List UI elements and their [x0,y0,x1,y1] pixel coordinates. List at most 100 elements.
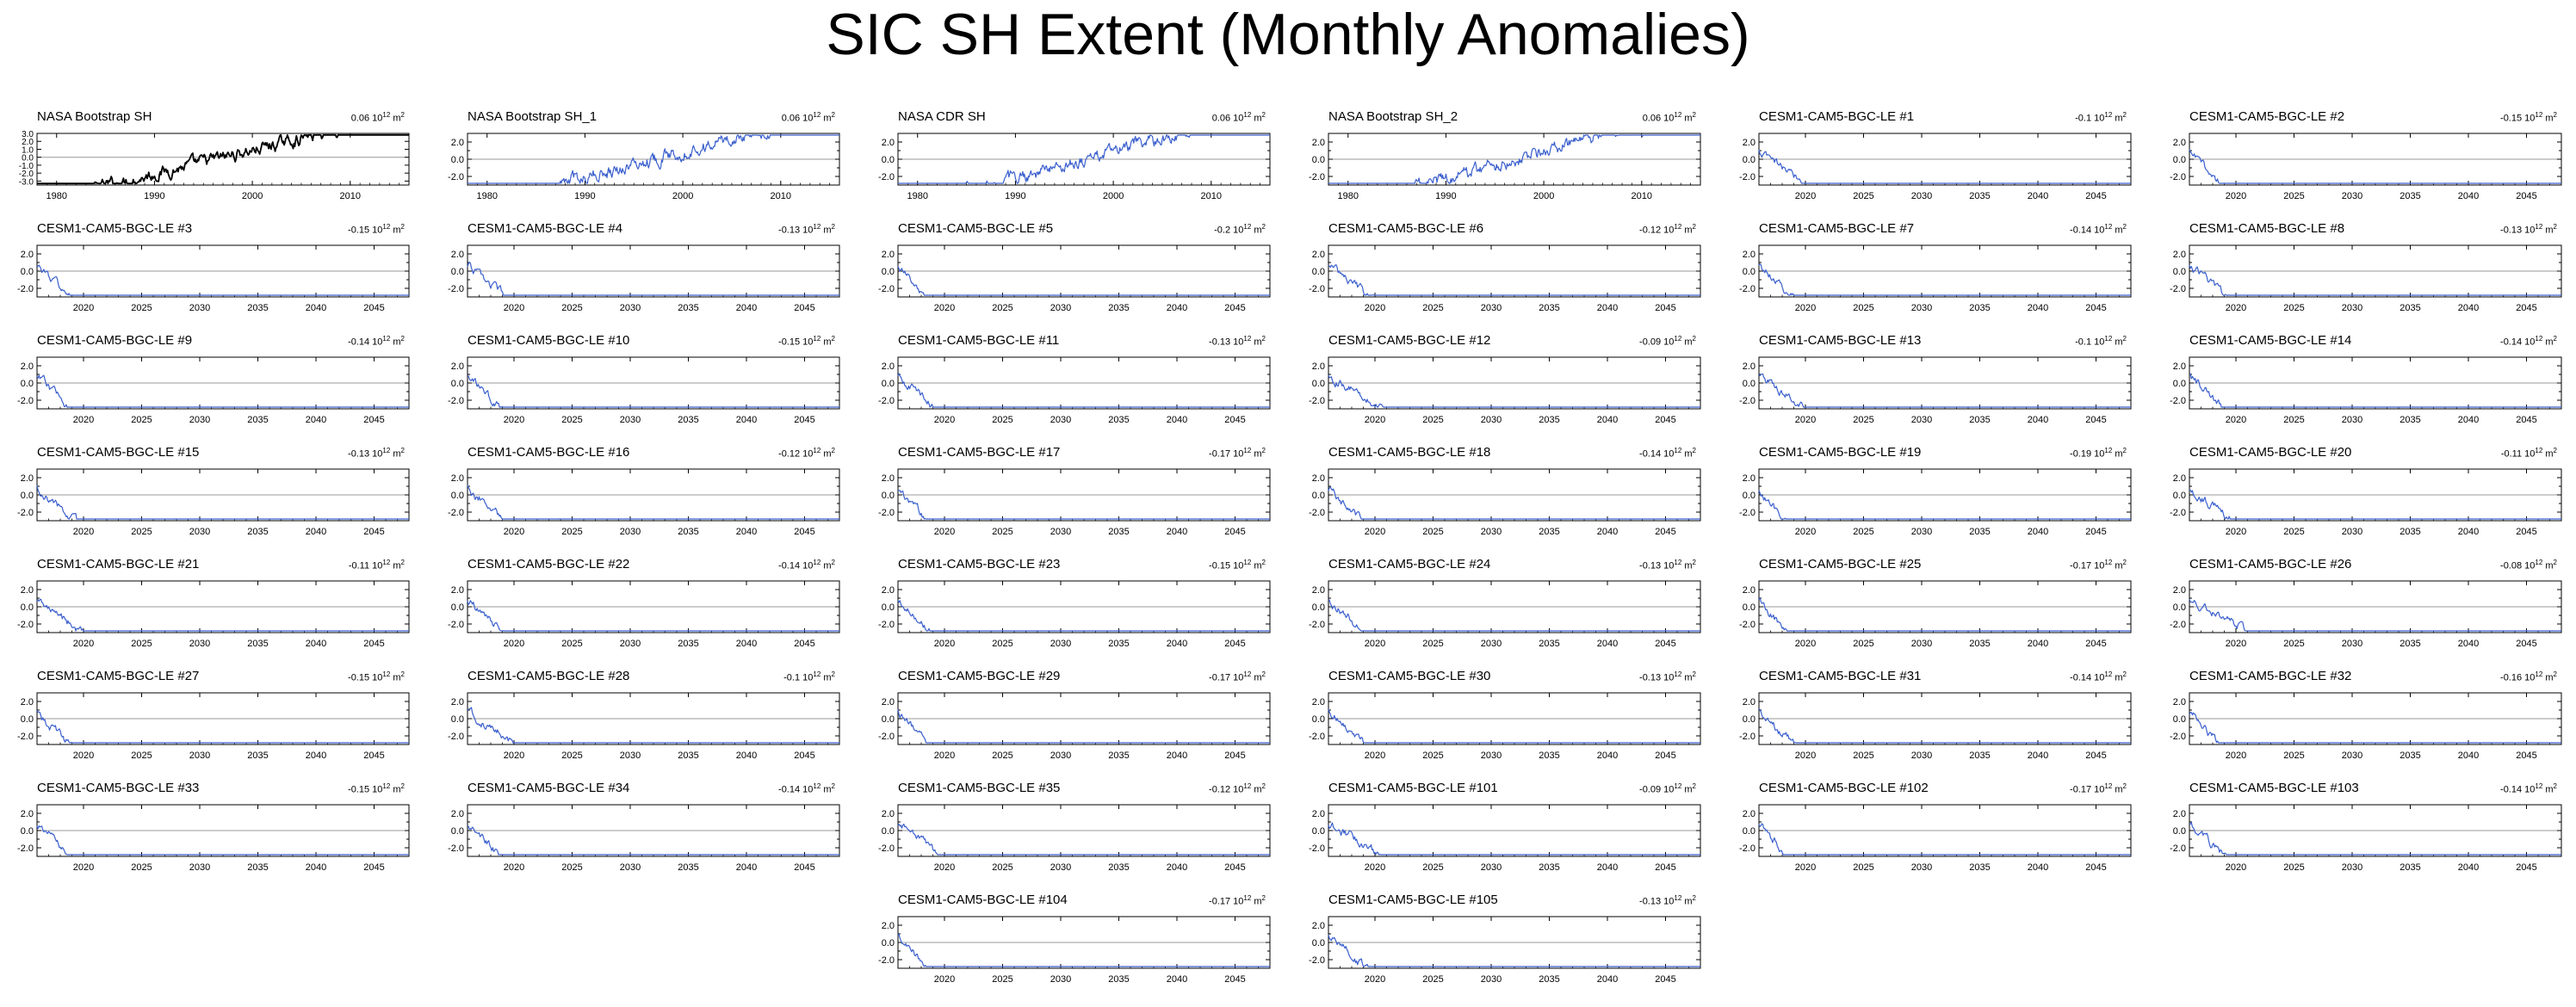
x-tick-label: 2035 [1539,303,1559,313]
anomaly-series-line [1758,708,2131,744]
x-tick-label: 2020 [1365,527,1385,537]
x-tick-label: 2025 [2283,303,2304,313]
x-tick-label: 2040 [1167,415,1187,425]
panel-plot: 2.0 0.0 -2.0 2020 2025 2030 2035 2040 2045 [878,804,1271,873]
panel-cesm1-cam5-bgc-le-104: CESM1-CAM5-BGC-LE #104 -0.17 1012 m2 2.0 0.… [861,893,1271,996]
x-tick-label: 2030 [1481,862,1502,873]
x-tick-label: 2025 [1853,862,1873,873]
x-tick-label: 2045 [794,639,814,649]
x-tick-label: 2025 [2283,862,2304,873]
x-tick-label: 2045 [1224,303,1245,313]
panel-plot: 2.0 0.0 -2.0 2020 2025 2030 2035 2040 2045 [1309,580,1701,649]
panel-cesm1-cam5-bgc-le-8: CESM1-CAM5-BGC-LE #8 -0.13 1012 m2 2.0 0.0 -… [2152,221,2562,324]
x-tick-label: 2035 [678,639,698,649]
y-tick-label: 2.0 [2173,697,2186,707]
x-tick-label: 2045 [794,862,814,873]
x-tick-label: 2045 [1655,303,1675,313]
x-tick-label: 2040 [2458,303,2479,313]
panel-title: CESM1-CAM5-BGC-LE #104 [898,893,1068,907]
panel-plot: 2.0 0.0 -2.0 2020 2025 2030 2035 2040 2045 [1739,692,2132,761]
panel-cesm1-cam5-bgc-le-22: CESM1-CAM5-BGC-LE #22 -0.14 1012 m2 2.0 0.0… [430,557,840,660]
y-tick-label: 0.0 [2173,602,2186,613]
y-tick-label: 2.0 [1312,809,1325,819]
anomaly-series-line [2189,373,2561,408]
y-tick-label: 0.0 [882,155,895,165]
x-tick-label: 2040 [736,303,757,313]
anomaly-series-line [2189,598,2561,632]
panel-plot: 2.0 0.0 -2.0 2020 2025 2030 2035 2040 2045 [2170,468,2562,537]
plot-frame [36,133,410,186]
y-tick-label: -2.0 [2170,396,2186,406]
x-tick-label: 2030 [1481,415,1502,425]
x-tick-label: 2040 [2028,415,2048,425]
x-tick-label: 2045 [2085,303,2106,313]
panel-plot: 2.0 0.0 -2.0 1980 1990 2000 2010 [448,133,840,201]
panel-trend-label: -0.14 1012 m2 [778,782,835,795]
x-tick-label: 2045 [1224,974,1245,985]
x-tick-label: 2025 [561,527,582,537]
panel-trend-label: -0.14 1012 m2 [348,335,405,348]
x-tick-label: 2030 [1050,751,1071,761]
y-tick-label: 2.0 [1743,585,1756,596]
panel-plot: 2.0 0.0 -2.0 1980 1990 2000 2010 [878,133,1271,201]
y-tick-label: 0.0 [21,267,34,277]
trend-value: -0.15 [348,784,370,795]
x-tick-label: 2040 [2028,639,2048,649]
x-tick-label: 2025 [1422,862,1443,873]
panel-trend-label: -0.15 1012 m2 [2500,111,2557,124]
x-tick-label: 2040 [736,751,757,761]
panel-plot: 2.0 0.0 -2.0 2020 2025 2030 2035 2040 2045 [17,804,410,873]
panel-plot: 2.0 0.0 -2.0 2020 2025 2030 2035 2040 2045 [1739,468,2132,537]
x-tick-label: 2040 [736,862,757,873]
panel-title: NASA CDR SH [898,109,986,124]
panel-title: CESM1-CAM5-BGC-LE #21 [37,557,200,571]
x-tick-label: 2030 [1050,303,1071,313]
panel-trend-label: -0.14 1012 m2 [2070,223,2127,236]
x-tick-label: 2045 [2516,527,2536,537]
y-tick-label: 0.0 [1743,267,1756,277]
panel-title: CESM1-CAM5-BGC-LE #4 [468,221,623,236]
x-tick-label: 2045 [2516,191,2536,201]
trend-value: -0.11 [2500,448,2523,460]
trend-value: -0.15 [348,225,370,236]
y-tick-label: 0.0 [451,379,464,389]
panel-trend-label: -0.17 1012 m2 [1209,670,1266,683]
x-tick-label: 2045 [1655,639,1675,649]
anomaly-series-line [897,823,1270,856]
x-tick-label: 2025 [2283,191,2304,201]
x-tick-label: 2025 [1422,639,1443,649]
anomaly-series-line [467,485,839,520]
y-tick-label: 0.0 [2173,826,2186,837]
x-tick-label: 2025 [992,415,1012,425]
y-tick-label: 2.0 [2173,585,2186,596]
x-tick-label: 2040 [306,415,326,425]
trend-value: -0.12 [1639,225,1662,236]
y-tick-label: 0.0 [451,714,464,725]
x-tick-label: 2025 [1853,527,1873,537]
x-tick-label: 2030 [2342,751,2362,761]
anomaly-series-line [36,485,409,520]
panel-trend-label: -0.15 1012 m2 [348,782,405,795]
x-tick-label: 2025 [2283,527,2304,537]
x-tick-label: 2035 [247,415,268,425]
x-tick-label: 2030 [620,415,641,425]
y-tick-label: 2.0 [21,809,34,819]
x-tick-label: 2020 [934,974,955,985]
x-tick-label: 2035 [2400,415,2420,425]
x-tick-label: 2000 [1533,191,1554,201]
x-tick-label: 2030 [1481,751,1502,761]
y-tick-label: 0.0 [1743,155,1756,165]
panel-title: CESM1-CAM5-BGC-LE #25 [1759,557,1922,571]
panel-title: CESM1-CAM5-BGC-LE #34 [468,781,630,795]
x-tick-label: 2035 [247,639,268,649]
x-tick-label: 2030 [1911,191,1932,201]
panel-title: CESM1-CAM5-BGC-LE #1 [1759,109,1915,124]
x-tick-label: 2030 [620,303,641,313]
panel-cesm1-cam5-bgc-le-3: CESM1-CAM5-BGC-LE #3 -0.15 1012 m2 2.0 0.0 -… [0,221,410,324]
x-tick-label: 2035 [1539,527,1559,537]
anomaly-series-line [37,133,410,185]
panel-cesm1-cam5-bgc-le-17: CESM1-CAM5-BGC-LE #17 -0.17 1012 m2 2.0 0.0… [861,445,1271,548]
panel-plot: 2.0 0.0 -2.0 2020 2025 2030 2035 2040 2045 [1309,356,1701,425]
panel-trend-label: -0.14 1012 m2 [778,559,835,571]
panel-title: NASA Bootstrap SH_2 [1328,109,1458,124]
